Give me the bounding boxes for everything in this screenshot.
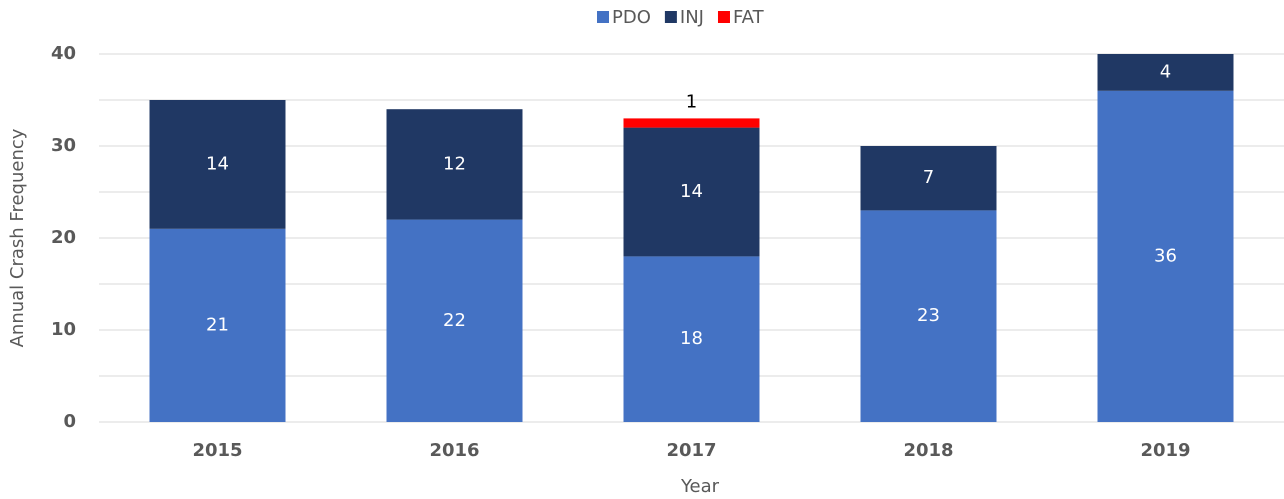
data-label: 22 [443,310,466,331]
data-label: 14 [206,153,229,174]
data-label: 4 [1160,61,1171,82]
data-label: 36 [1154,245,1177,266]
x-tick-label: 2019 [1140,440,1190,461]
data-label: 1 [686,91,697,112]
legend-swatch [597,11,609,23]
x-tick-label: 2015 [192,440,242,461]
x-tick-label: 2017 [666,440,716,461]
bar-segment [623,256,760,422]
y-tick-label: 20 [51,227,76,248]
bar-segment [149,228,286,422]
data-label: 21 [206,314,229,335]
bar-segment [149,100,286,229]
legend-swatch [717,11,730,23]
bar-segment [623,118,760,128]
y-tick-label: 30 [51,135,76,156]
bar-segment [386,109,523,220]
data-label: 18 [680,328,703,349]
y-tick-label: 10 [51,319,76,340]
data-label: 12 [443,153,466,174]
data-label: 14 [680,181,703,202]
y-tick-label: 40 [51,43,76,64]
data-label: 7 [923,167,934,188]
x-axis-title: Year [680,476,720,497]
x-tick-label: 2018 [903,440,953,461]
bar-segment [860,210,997,422]
bar-segment [1097,90,1234,423]
bar-segment [386,219,523,422]
bar-segment [623,127,760,257]
legend-swatch [664,11,677,23]
legend-label: FAT [733,7,765,28]
x-tick-label: 2016 [429,440,479,461]
data-label: 23 [917,305,940,326]
legend-label: INJ [680,7,704,28]
y-tick-label: 0 [63,411,76,432]
y-axis-title: Annual Crash Frequency [7,128,28,347]
bar-segment [860,146,997,211]
bar-segment [1097,54,1234,91]
legend-label: PDO [612,7,651,28]
